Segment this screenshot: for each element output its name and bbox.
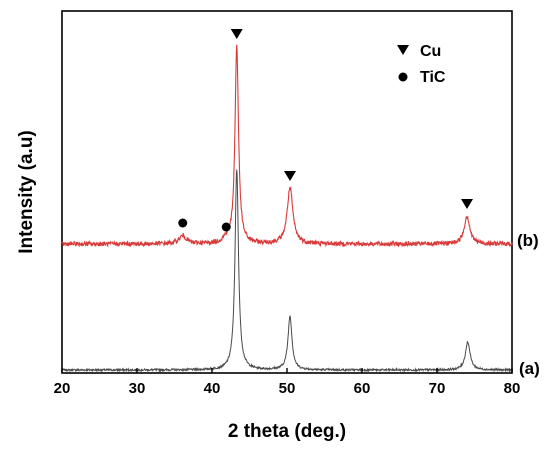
legend-triangle-down-icon: [397, 45, 409, 55]
x-tick-label: 40: [204, 380, 221, 397]
x-ticks: 20 30 40 50 60 70 80: [54, 368, 521, 397]
x-axis-title: 2 theta (deg.): [228, 421, 346, 442]
legend-circle-icon: [398, 72, 408, 82]
series-label-b: (b): [517, 231, 539, 250]
legend-label-cu: Cu: [420, 43, 441, 60]
x-tick-label: 70: [429, 380, 446, 397]
cu-peak-marker: [284, 171, 296, 181]
cu-peak-marker: [461, 199, 473, 209]
tic-peak-marker: [221, 222, 231, 232]
peak-markers: [178, 29, 473, 232]
tic-peak-marker: [178, 218, 188, 228]
traces: [61, 44, 513, 373]
series-b-line: [61, 44, 513, 248]
x-tick-label: 80: [504, 380, 521, 397]
cu-peak-marker: [230, 29, 243, 39]
series-a-line: [61, 169, 513, 373]
x-tick-label: 50: [279, 380, 296, 397]
y-axis-title: Intensity (a.u): [16, 130, 37, 254]
legend: Cu TiC: [397, 43, 446, 86]
x-tick-label: 20: [54, 380, 71, 397]
x-tick-label: 60: [354, 380, 371, 397]
series-label-a: (a): [519, 359, 540, 378]
legend-label-tic: TiC: [420, 69, 446, 86]
x-tick-label: 30: [129, 380, 146, 397]
plot-frame: [61, 10, 513, 374]
